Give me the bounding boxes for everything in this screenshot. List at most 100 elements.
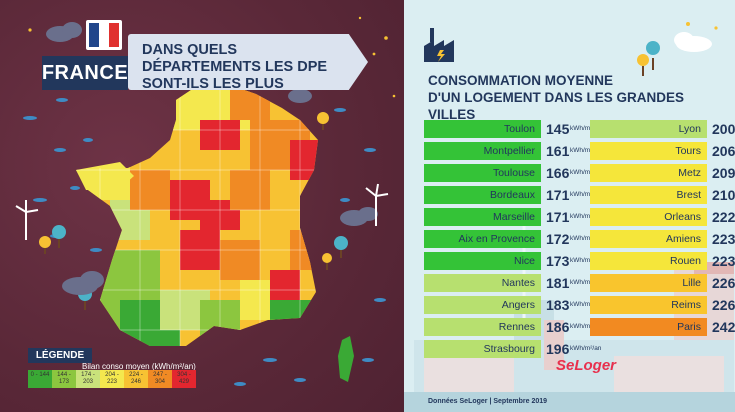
- consumption-value: 145: [546, 121, 570, 137]
- table-row: Tours206kWh/m²/an: [590, 140, 735, 162]
- factory-icon: [424, 28, 454, 62]
- cities-panel: CONSOMMATION MOYENNE D'UN LOGEMENT DANS …: [404, 0, 735, 412]
- table-row: Aix en Provence 172 kWh/m²/an: [424, 228, 601, 250]
- unit-label: kWh/m²/an: [570, 169, 602, 176]
- city-name: Toulon: [424, 120, 541, 138]
- country-banner: FRANCE: [42, 56, 128, 90]
- table-column-left: Toulon 145 kWh/m²/an Montpellier 161 kWh/m²/a…: [424, 118, 601, 360]
- table-row: Metz209kWh/m²/an: [590, 162, 735, 184]
- consumption-value: 171: [546, 209, 570, 225]
- legend-title: LÉGENDE: [28, 348, 92, 363]
- consumption-value: 210: [712, 187, 735, 203]
- consumption-value: 206: [712, 143, 735, 159]
- consumption-value: 222: [712, 209, 735, 225]
- table-row: Lille226kWh/m²/an: [590, 272, 735, 294]
- legend-bin: 247 - 304: [148, 370, 172, 388]
- unit-label: kWh/m²/an: [570, 213, 602, 220]
- consumption-value: 200: [712, 121, 735, 137]
- consumption-value: 161: [546, 143, 570, 159]
- france-flag-icon: [86, 20, 122, 50]
- cloud-icon: [46, 22, 378, 295]
- departments: [76, 80, 318, 346]
- city-name: Tours: [590, 142, 707, 160]
- brittany-region: [76, 162, 134, 190]
- legend-bin: 144 - 173: [52, 370, 76, 388]
- consumption-value: 173: [546, 253, 570, 269]
- table-row: Lyon200kWh/m²/an: [590, 118, 735, 140]
- city-name: Angers: [424, 296, 541, 314]
- table-row: Nantes 181 kWh/m²/an: [424, 272, 601, 294]
- consumption-value: 186: [546, 319, 570, 335]
- consumption-value: 181: [546, 275, 570, 291]
- consumption-value: 223: [712, 231, 735, 247]
- city-name: Amiens: [590, 230, 707, 248]
- city-name: Brest: [590, 186, 707, 204]
- table-row: Angers 183 kWh/m²/an: [424, 294, 601, 316]
- unit-label: kWh/m²/an: [570, 125, 602, 132]
- unit-label: kWh/m²/an: [570, 257, 602, 264]
- table-row: Rennes 186 kWh/m²/an: [424, 316, 601, 338]
- table-row: Paris242kWh/m²/an: [590, 316, 735, 338]
- city-name: Lyon: [590, 120, 707, 138]
- table-column-right: Lyon200kWh/m²/anTours206kWh/m²/anMetz209…: [590, 118, 735, 338]
- consumption-value: 223: [712, 253, 735, 269]
- city-name: Rouen: [590, 252, 707, 270]
- consumption-value: 196: [546, 341, 570, 357]
- source-note: Données SeLoger | Septembre 2019: [428, 398, 548, 405]
- table-row: Reims226kWh/m²/an: [590, 294, 735, 316]
- table-row: Montpellier 161 kWh/m²/an: [424, 140, 601, 162]
- unit-label: kWh/m²/an: [570, 301, 602, 308]
- cities-title: CONSOMMATION MOYENNE D'UN LOGEMENT DANS …: [428, 73, 684, 122]
- consumption-value: 183: [546, 297, 570, 313]
- consumption-value: 226: [712, 275, 735, 291]
- city-name: Lille: [590, 274, 707, 292]
- legend-bin: 224 - 246: [124, 370, 148, 388]
- consumption-value: 166: [546, 165, 570, 181]
- city-name: Bordeaux: [424, 186, 541, 204]
- map-question: DANS QUELS DÉPARTEMENTS LES DPE SONT-ILS…: [128, 34, 368, 90]
- table-row: Brest210kWh/m²/an: [590, 184, 735, 206]
- table-row: Amiens223kWh/m²/an: [590, 228, 735, 250]
- unit-label: kWh/m²/an: [570, 147, 602, 154]
- city-name: Toulouse: [424, 164, 541, 182]
- france-map: [15, 16, 396, 386]
- consumption-value: 172: [546, 231, 570, 247]
- city-name: Paris: [590, 318, 707, 336]
- legend-bin: 0 - 144: [28, 370, 52, 388]
- seloger-logo: SeLoger: [556, 357, 617, 374]
- legend-scale: 0 - 144 144 - 173 174 - 203 204 - 223 224 - …: [28, 370, 196, 388]
- table-row: Orleans222kWh/m²/an: [590, 206, 735, 228]
- table-row: Marseille 171 kWh/m²/an: [424, 206, 601, 228]
- corsica-region: [338, 336, 354, 382]
- city-name: Rennes: [424, 318, 541, 336]
- city-name: Aix en Provence: [424, 230, 541, 248]
- city-name: Orleans: [590, 208, 707, 226]
- city-name: Reims: [590, 296, 707, 314]
- consumption-value: 242: [712, 319, 735, 335]
- city-name: Montpellier: [424, 142, 541, 160]
- consumption-value: 209: [712, 165, 735, 181]
- legend-bin: 204 - 223: [100, 370, 124, 388]
- legend-bin: 304 - 429: [172, 370, 196, 388]
- map-panel: FRANCE DANS QUELS DÉPARTEMENTS LES DPE S…: [0, 0, 404, 412]
- map-legend: LÉGENDE Bilan conso moyen (kWh/m²/an) 0 …: [28, 348, 238, 394]
- table-row: Toulouse 166 kWh/m²/an: [424, 162, 601, 184]
- legend-bin: 174 - 203: [76, 370, 100, 388]
- unit-label: kWh/m²/an: [570, 345, 602, 352]
- city-name: Strasbourg: [424, 340, 541, 358]
- table-row: Bordeaux 171 kWh/m²/an: [424, 184, 601, 206]
- consumption-value: 226: [712, 297, 735, 313]
- city-name: Metz: [590, 164, 707, 182]
- table-row: Rouen223kWh/m²/an: [590, 250, 735, 272]
- legend-subtitle: Bilan conso moyen (kWh/m²/an): [82, 362, 196, 371]
- table-row: Strasbourg 196 kWh/m²/an: [424, 338, 601, 360]
- city-name: Nice: [424, 252, 541, 270]
- unit-label: kWh/m²/an: [570, 235, 602, 242]
- unit-label: kWh/m²/an: [570, 191, 602, 198]
- wind-turbine-icon: [15, 183, 389, 240]
- city-name: Nantes: [424, 274, 541, 292]
- star-icon: [28, 16, 396, 98]
- table-row: Toulon 145 kWh/m²/an: [424, 118, 601, 140]
- unit-label: kWh/m²/an: [570, 323, 602, 330]
- unit-label: kWh/m²/an: [570, 279, 602, 286]
